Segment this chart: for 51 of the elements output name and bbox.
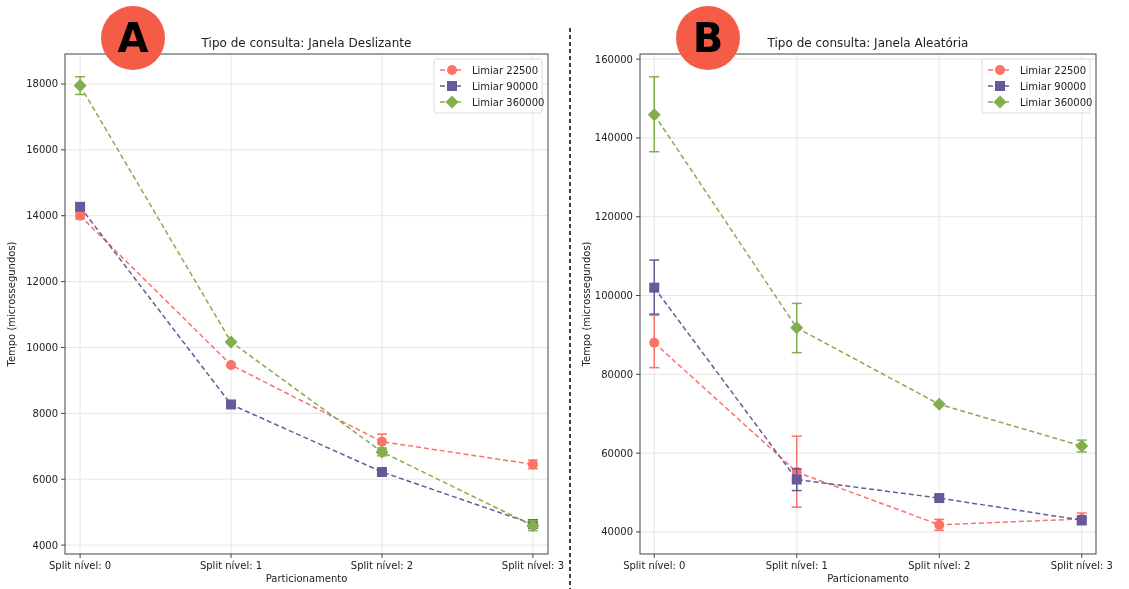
y-tick-label: 100000 [594, 290, 633, 302]
y-tick-label: 16000 [26, 144, 58, 156]
x-tick-label: Split nível: 1 [199, 560, 263, 571]
point [790, 321, 804, 335]
point [376, 436, 387, 447]
y-tick-label: 10000 [26, 341, 58, 353]
annotation: B [692, 15, 724, 62]
y-tick-label: 160000 [594, 53, 633, 65]
point [226, 359, 237, 370]
legend-label: Limiar 22500 [1020, 64, 1087, 76]
annotation: A [117, 15, 149, 62]
point [649, 337, 660, 348]
y-tick-label: 120000 [594, 211, 633, 223]
chart-title: Tipo de consulta: Janela Aleatória [766, 36, 969, 50]
point [647, 108, 661, 122]
legend-label: Limiar 360000 [1020, 96, 1093, 108]
legend-label: Limiar 90000 [472, 80, 539, 92]
point [224, 335, 238, 349]
y-tick-label: 12000 [26, 276, 58, 288]
y-tick-label: 80000 [601, 368, 633, 380]
y-axis-title: Tempo (microssegundos) [6, 241, 17, 368]
x-tick-label: Split nível: 3 [1050, 560, 1113, 571]
y-tick-label: 4000 [32, 539, 58, 551]
x-tick-label: Split nível: 0 [48, 560, 112, 571]
point [934, 493, 945, 504]
y-tick-label: 6000 [32, 473, 58, 485]
point [376, 466, 387, 477]
x-tick-label: Split nível: 0 [623, 560, 686, 571]
point [791, 474, 802, 485]
point [226, 399, 237, 410]
x-axis-title: Particionamento [265, 573, 348, 584]
legend-label: Limiar 90000 [1020, 80, 1087, 92]
point [932, 397, 946, 411]
y-tick-label: 8000 [32, 407, 58, 419]
chart-title: Tipo de consulta: Janela Deslizante [200, 36, 412, 50]
y-tick-label: 60000 [601, 447, 633, 459]
y-tick-label: 18000 [26, 78, 58, 90]
x-tick-label: Split nível: 3 [501, 560, 565, 571]
point [649, 282, 660, 293]
y-tick-label: 14000 [26, 210, 58, 222]
y-tick-label: 140000 [594, 132, 633, 144]
legend-label: Limiar 360000 [472, 96, 545, 108]
x-tick-label: Split nível: 2 [908, 560, 971, 571]
x-tick-label: Split nível: 2 [350, 560, 414, 571]
point [73, 79, 87, 93]
legend-label: Limiar 22500 [472, 64, 539, 76]
x-axis-title: Particionamento [827, 573, 909, 584]
x-tick-label: Split nível: 1 [765, 560, 828, 571]
y-tick-label: 40000 [601, 526, 633, 538]
point [75, 201, 86, 212]
y-axis-title: Tempo (microssegundos) [581, 241, 592, 368]
